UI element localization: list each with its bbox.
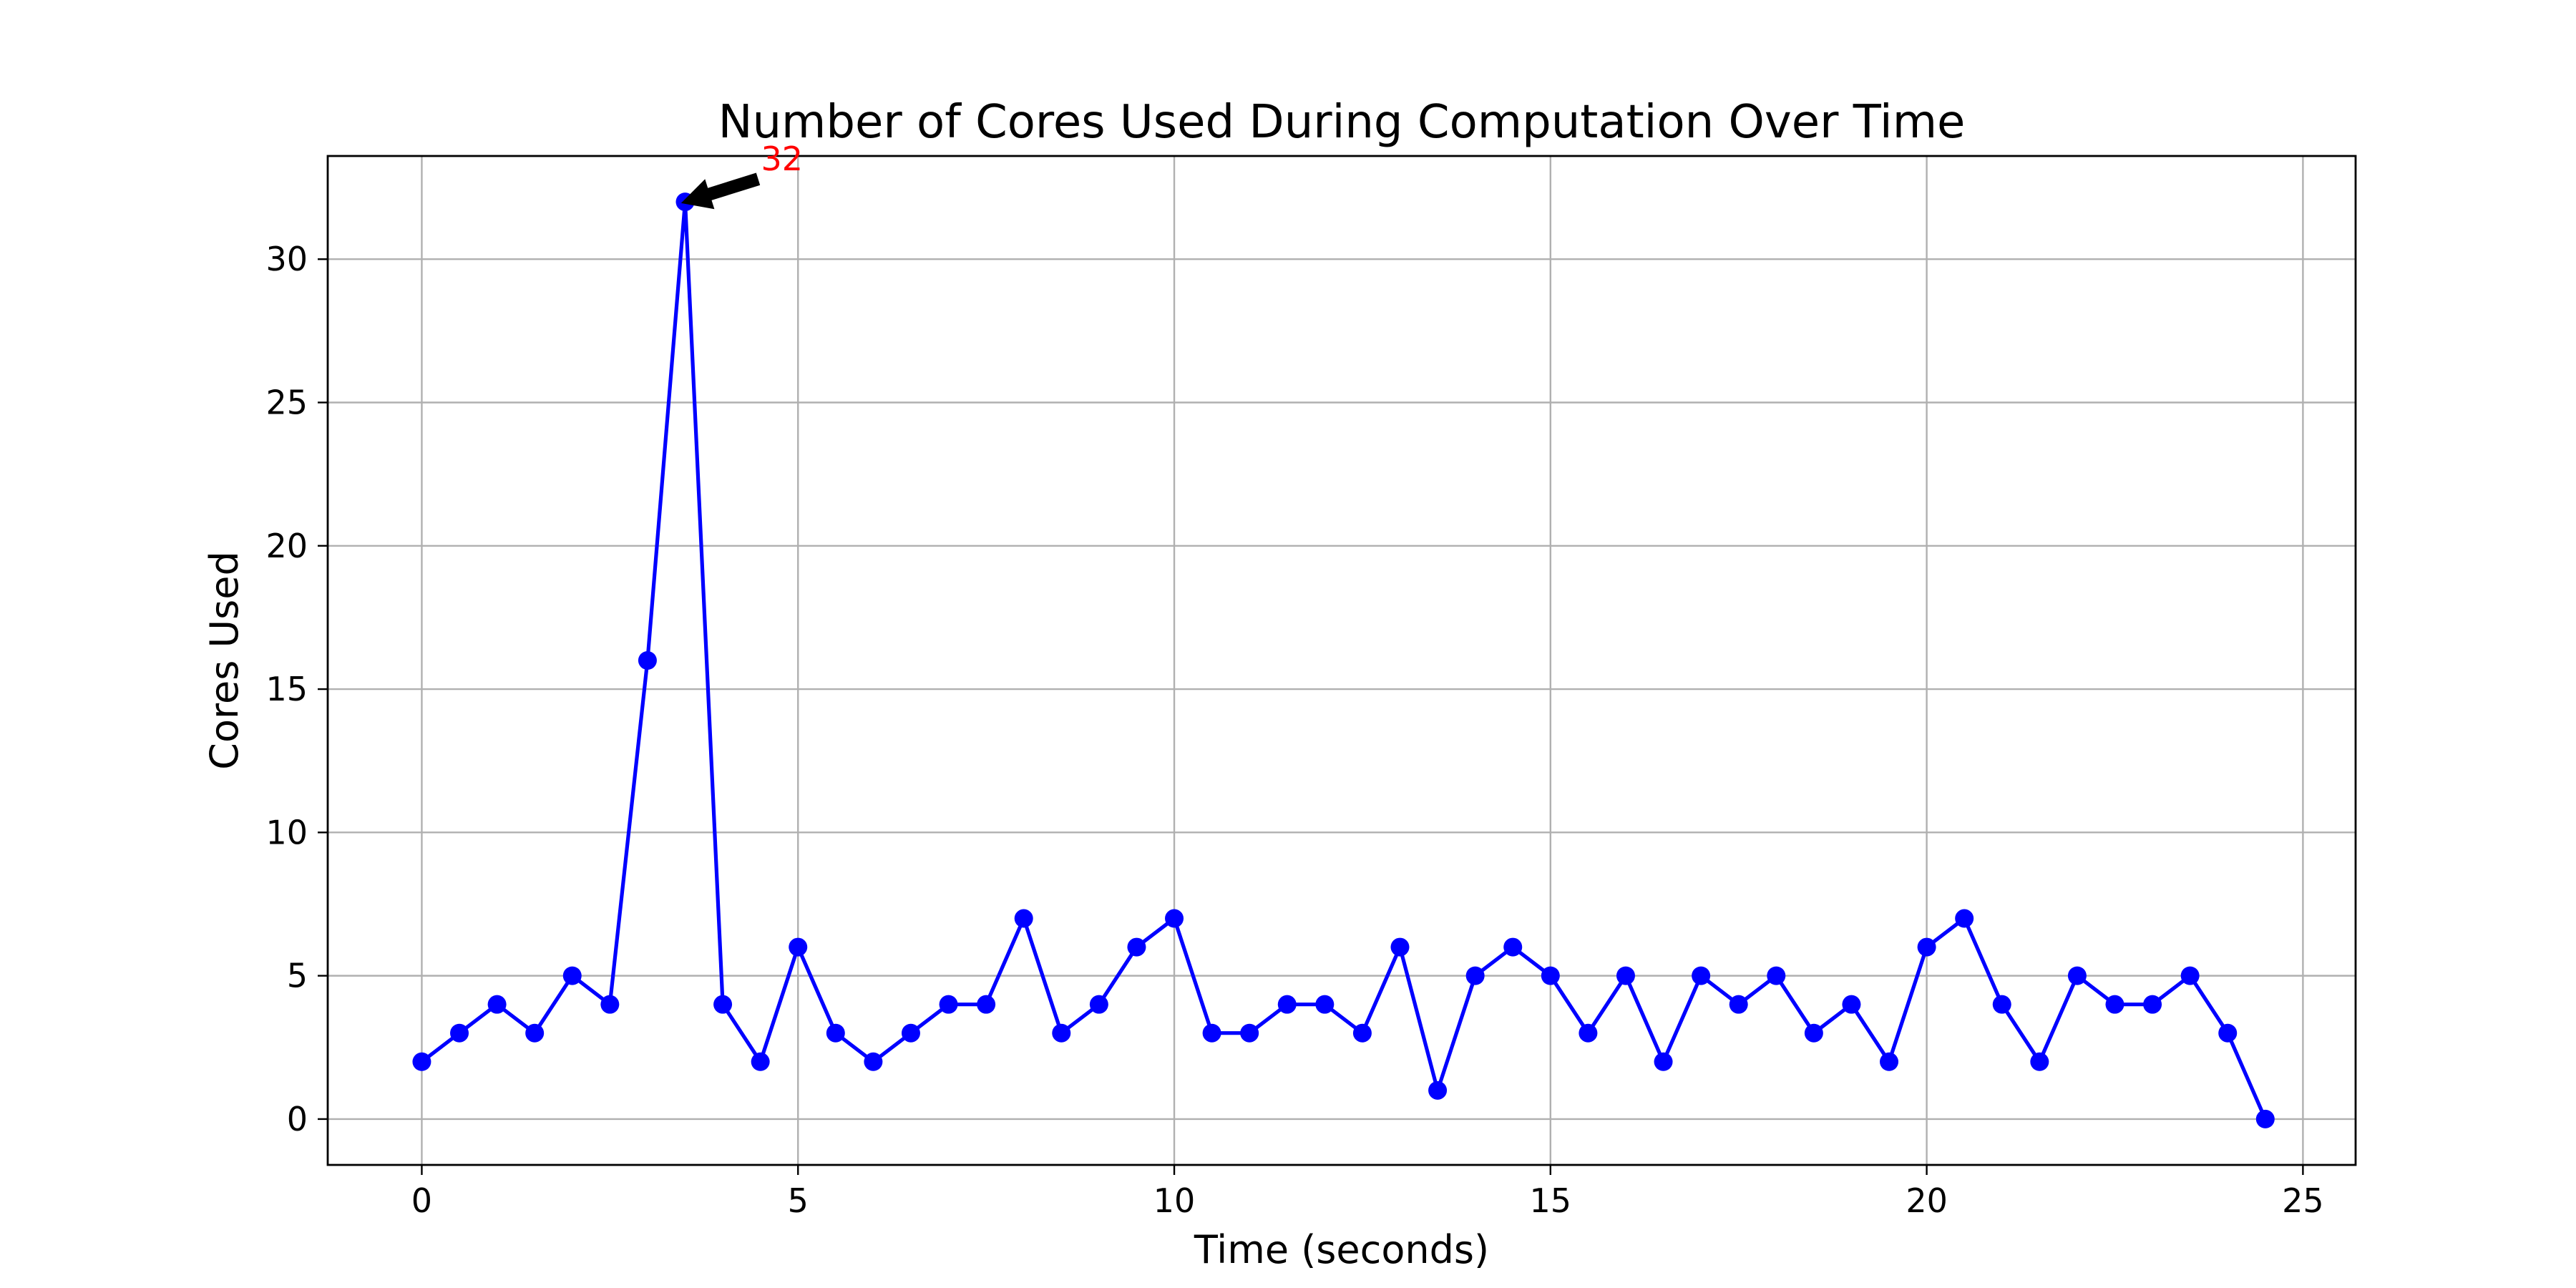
x-tick-label: 0 <box>411 1181 432 1220</box>
data-point <box>1052 1023 1071 1043</box>
chart-title: Number of Cores Used During Computation … <box>718 96 1966 149</box>
data-point <box>1541 966 1560 985</box>
data-point <box>1880 1052 1899 1071</box>
grid-lines <box>328 156 2356 1165</box>
series-line <box>420 200 2268 1120</box>
y-axis-label: Cores Used <box>202 551 247 769</box>
data-point <box>1616 966 1635 985</box>
data-point <box>1165 909 1184 928</box>
data-point <box>1917 937 1936 957</box>
x-axis-label: Time (seconds) <box>1194 1227 1489 1272</box>
data-point <box>1014 909 1033 928</box>
annotation-label: 32 <box>761 140 803 178</box>
data-point <box>939 995 958 1014</box>
data-point <box>1315 995 1335 1014</box>
data-point <box>713 995 733 1014</box>
data-point <box>1654 1052 1673 1071</box>
data-point <box>412 1052 431 1071</box>
data-point <box>487 995 507 1014</box>
data-point <box>2180 966 2200 985</box>
data-point <box>1955 909 1974 928</box>
data-point <box>1842 995 1861 1014</box>
annotation-layer: 32 <box>680 140 803 210</box>
y-tick-label: 5 <box>287 957 308 995</box>
data-point <box>1579 1023 1598 1043</box>
data-point <box>1992 995 2011 1014</box>
data-point <box>2067 966 2087 985</box>
x-tick-label: 20 <box>1906 1181 1948 1220</box>
y-tick-label: 25 <box>265 383 308 421</box>
data-point <box>977 995 996 1014</box>
data-point <box>2255 1109 2275 1128</box>
data-point <box>1127 937 1146 957</box>
data-point <box>751 1052 770 1071</box>
data-series <box>412 192 2275 1128</box>
data-point <box>1503 937 1523 957</box>
data-point <box>789 937 808 957</box>
data-point <box>1277 995 1297 1014</box>
data-point <box>638 651 657 670</box>
annotation-arrow <box>680 172 761 210</box>
data-point <box>2030 1052 2049 1071</box>
data-point <box>2143 995 2162 1014</box>
x-tick-label: 15 <box>1530 1181 1572 1220</box>
x-tick-label: 25 <box>2282 1181 2324 1220</box>
y-tick-label: 15 <box>265 670 308 708</box>
y-tick-label: 20 <box>265 527 308 565</box>
x-tick-label: 10 <box>1153 1181 1196 1220</box>
y-tick-label: 10 <box>265 813 308 852</box>
data-point <box>562 966 582 985</box>
data-point <box>600 995 620 1014</box>
y-tick-label: 0 <box>287 1100 308 1138</box>
data-point <box>1089 995 1108 1014</box>
data-point <box>901 1023 920 1043</box>
data-point <box>1465 966 1485 985</box>
data-point <box>1692 966 1711 985</box>
data-point <box>525 1023 545 1043</box>
axis-ticks: 0 5 10 15 20 25 0 5 10 15 20 25 30 <box>265 240 2323 1220</box>
data-point <box>1804 1023 1823 1043</box>
data-point <box>1352 1023 1372 1043</box>
data-point <box>1390 937 1410 957</box>
data-point <box>2105 995 2124 1014</box>
data-point <box>2218 1023 2238 1043</box>
y-tick-label: 30 <box>265 240 308 278</box>
x-tick-label: 5 <box>788 1181 809 1220</box>
data-point <box>1729 995 1748 1014</box>
data-point <box>1767 966 1786 985</box>
data-point <box>864 1052 883 1071</box>
data-point <box>826 1023 845 1043</box>
data-point <box>1202 1023 1221 1043</box>
data-point <box>1240 1023 1259 1043</box>
data-point <box>1428 1080 1448 1100</box>
plot-frame <box>326 155 2357 1166</box>
data-point <box>450 1023 469 1043</box>
